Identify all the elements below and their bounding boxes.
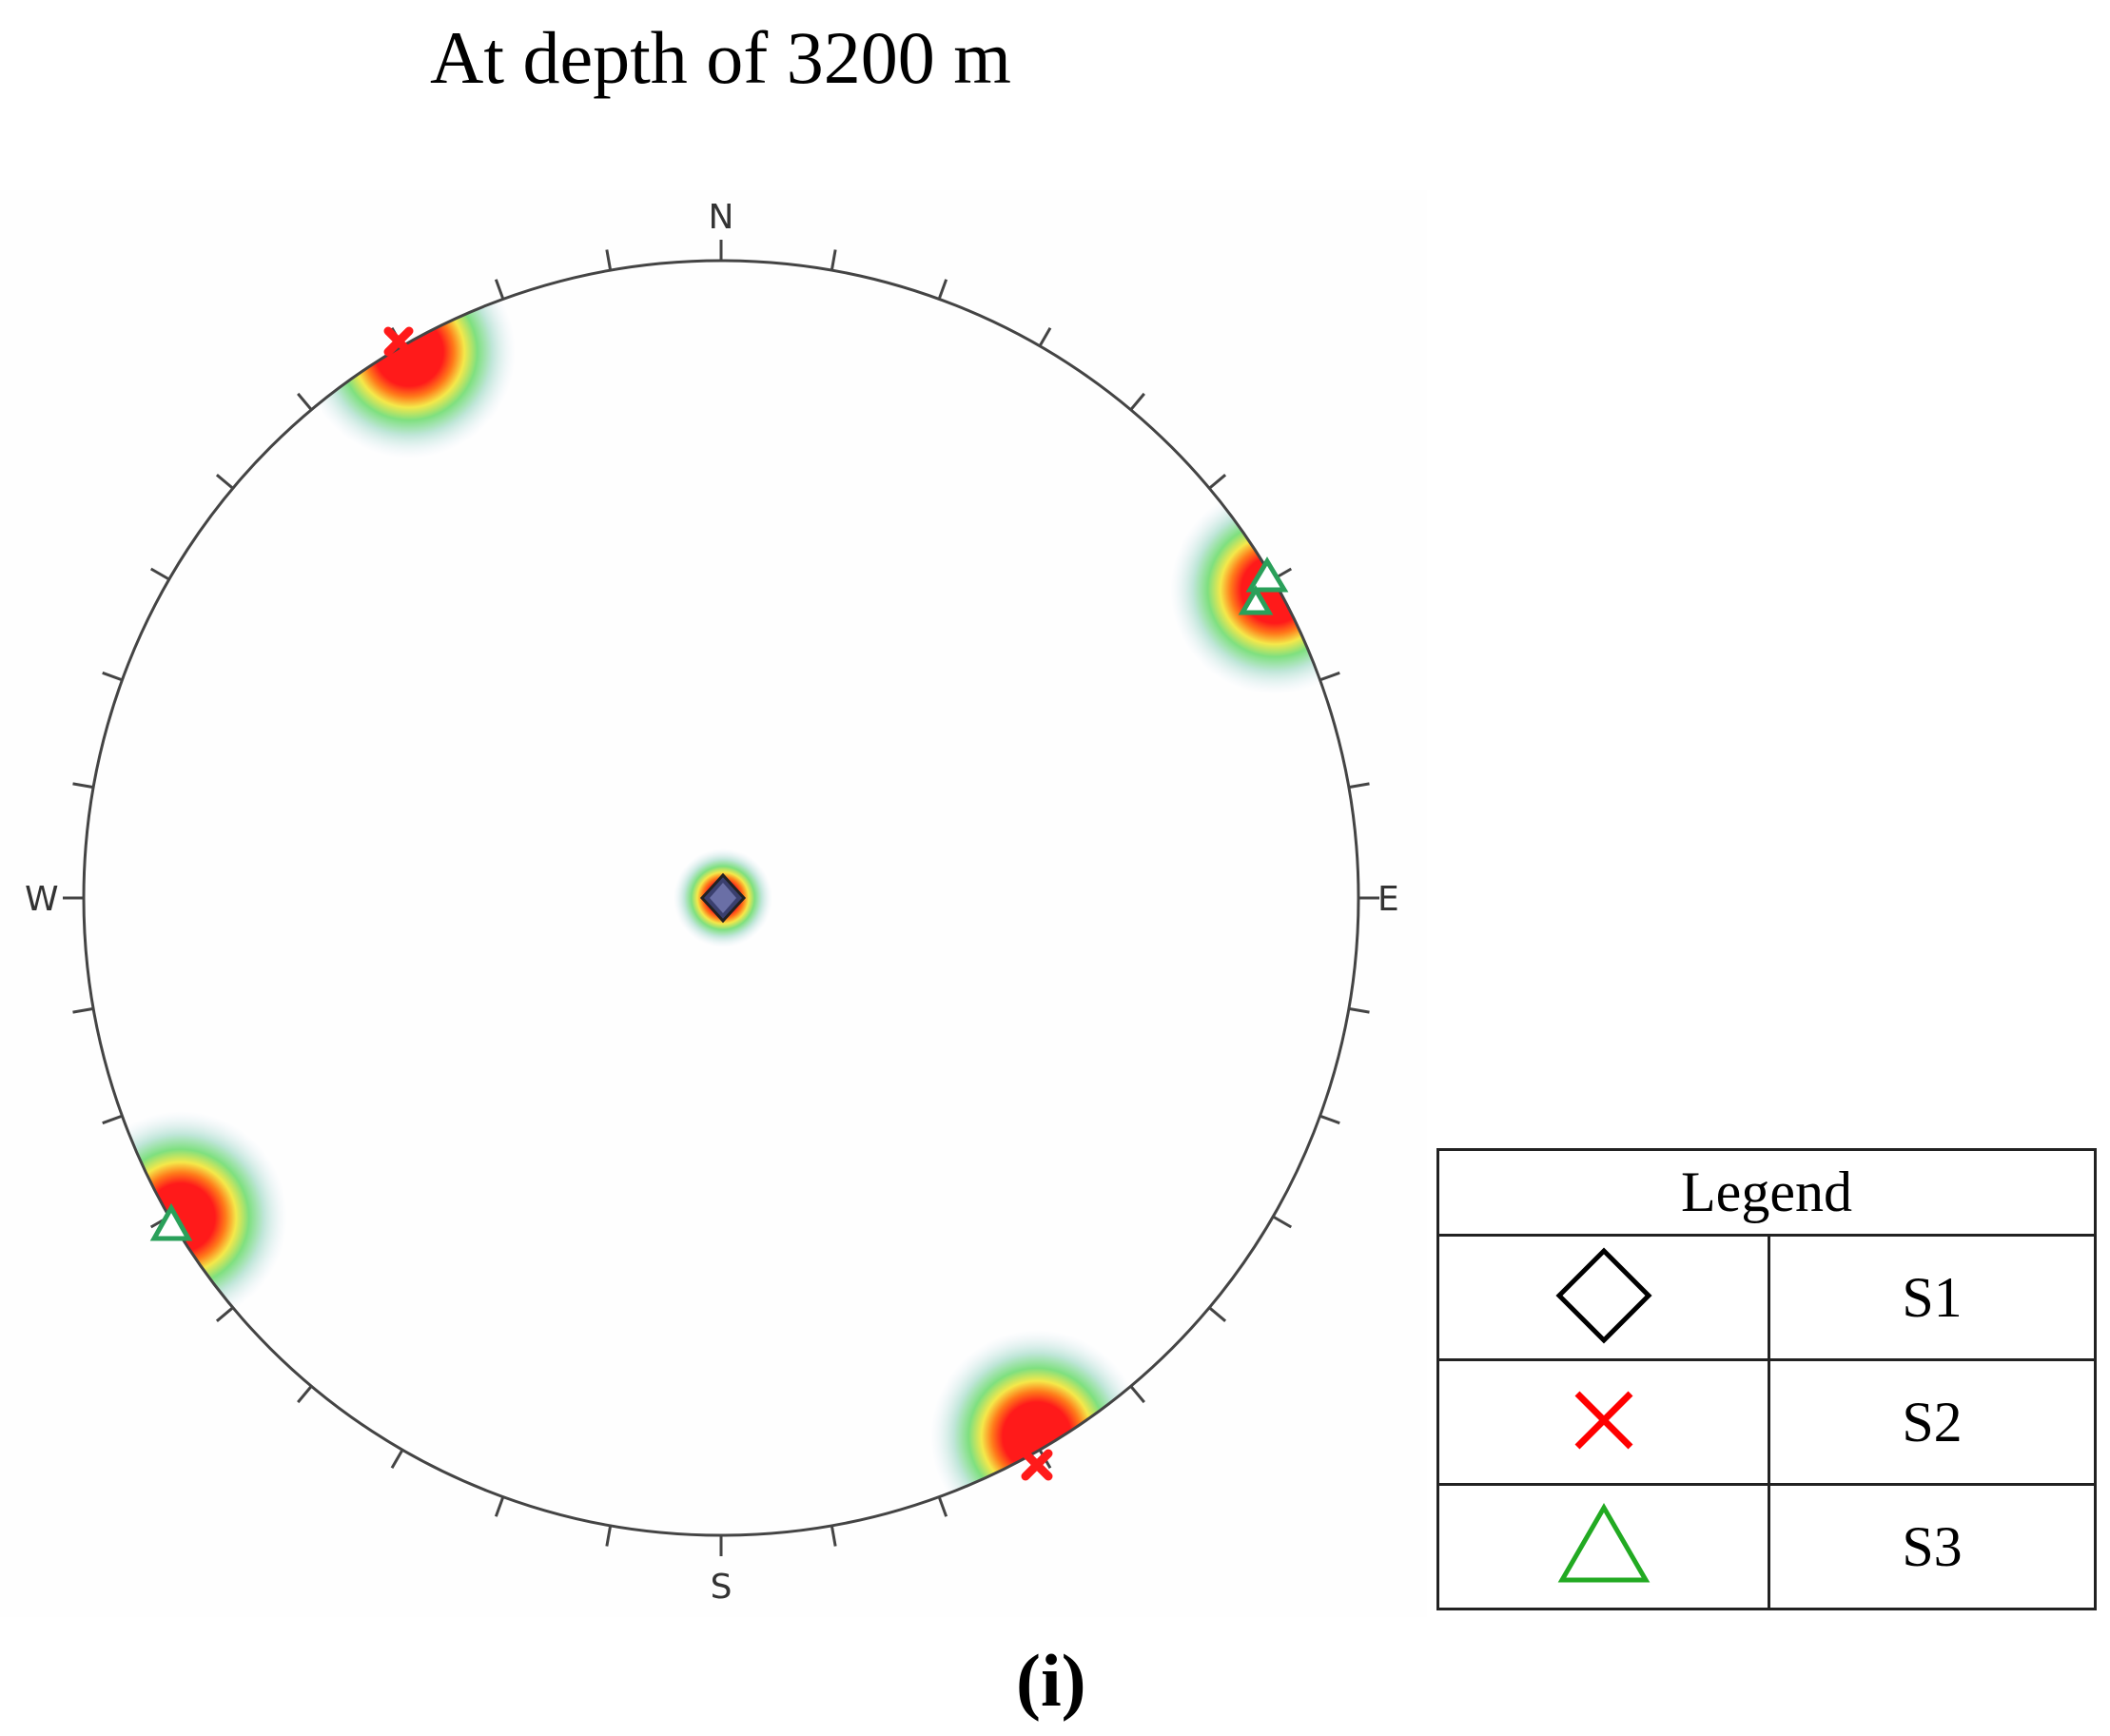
legend-row-s1: S1	[1436, 1234, 2097, 1361]
tick-mark	[494, 1496, 505, 1517]
legend-row-s2: S2	[1436, 1358, 2097, 1486]
legend-label-s2: S2	[1768, 1358, 2097, 1486]
s3-pole-marker-sw	[149, 1202, 193, 1241]
legend-table: Legend S1 S2 S3	[1436, 1148, 2097, 1610]
contour-cluster-se	[930, 1330, 1143, 1535]
tick-marks	[63, 240, 1379, 1556]
tick-mark	[937, 1496, 948, 1517]
tick-mark	[1348, 1006, 1370, 1014]
tick-mark	[494, 279, 505, 300]
triangle-icon	[1557, 1502, 1650, 1582]
west-label: W	[25, 880, 59, 919]
diamond-icon	[1554, 1246, 1652, 1344]
legend-header: Legend	[1436, 1148, 2097, 1237]
tick-mark	[1129, 392, 1145, 411]
tick-mark	[297, 1385, 313, 1404]
tick-mark	[215, 474, 234, 490]
cross-icon	[1574, 1391, 1632, 1449]
s2-pole-marker-nw	[383, 326, 414, 357]
contour-cluster-sw	[84, 1111, 287, 1324]
legend-row-s3: S3	[1436, 1483, 2097, 1610]
tick-mark	[830, 249, 837, 271]
figure-caption: (i)	[1016, 1639, 1086, 1722]
tick-mark	[1129, 1385, 1145, 1404]
tick-mark	[830, 1525, 837, 1547]
tick-mark	[1348, 782, 1370, 790]
legend-label-s1: S1	[1768, 1234, 2097, 1361]
tick-mark	[72, 1006, 94, 1014]
tick-mark	[72, 782, 94, 790]
north-label: N	[709, 198, 734, 237]
stereonet-svg: N S E W	[25, 198, 1399, 1607]
s3-pole-marker-ne	[1238, 556, 1289, 615]
tick-mark	[1272, 1215, 1293, 1229]
chart-title: At depth of 3200 m	[430, 16, 1011, 99]
tick-mark	[297, 392, 313, 411]
tick-mark	[1319, 1114, 1340, 1125]
south-label: S	[711, 1568, 733, 1607]
tick-mark	[605, 249, 613, 271]
tick-mark	[1319, 671, 1340, 682]
stereonet-plot: N S E W	[0, 190, 1427, 1617]
tick-mark	[605, 1525, 613, 1547]
tick-mark	[1208, 474, 1227, 490]
s2-pole-marker-se	[1021, 1449, 1053, 1481]
legend-symbol-cell	[1436, 1483, 1770, 1610]
tick-mark	[102, 671, 123, 682]
legend-symbol-cell	[1436, 1358, 1770, 1486]
tick-mark	[215, 1306, 234, 1322]
tick-mark	[1038, 326, 1052, 347]
tick-mark	[149, 567, 170, 581]
tick-mark	[390, 1449, 404, 1470]
legend-symbol-cell	[1436, 1234, 1770, 1361]
tick-mark	[102, 1114, 123, 1125]
east-label: E	[1377, 880, 1399, 919]
tick-mark	[1208, 1306, 1227, 1322]
s1-pole-marker	[699, 872, 747, 924]
legend-label-s3: S3	[1768, 1483, 2097, 1610]
tick-mark	[937, 279, 948, 300]
